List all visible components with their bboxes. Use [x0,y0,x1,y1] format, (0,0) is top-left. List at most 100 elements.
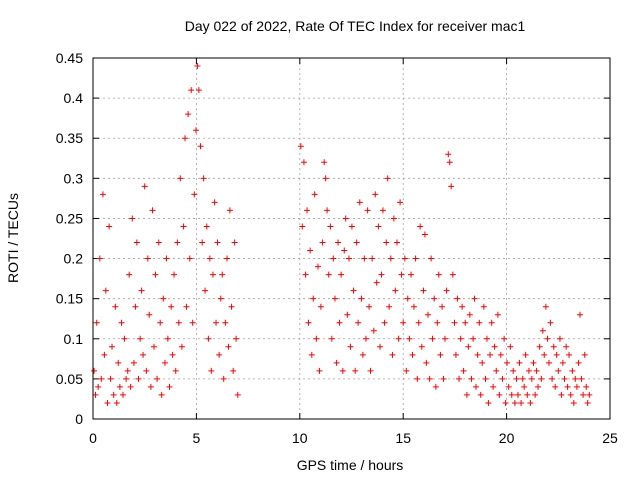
y-tick-label: 0.05 [56,371,83,387]
data-point [429,335,436,342]
data-point [347,343,354,350]
data-point [183,303,190,310]
data-point [457,335,464,342]
data-point [369,255,376,262]
data-point [373,279,380,286]
data-point [507,343,514,350]
x-tick-label: 20 [499,430,515,446]
data-point [216,351,223,358]
data-point [494,311,501,318]
data-point [317,303,324,310]
data-point [338,271,345,278]
data-point [348,223,355,230]
data-point [448,183,455,190]
data-point [101,351,108,358]
data-point [362,335,369,342]
data-point [564,383,571,390]
data-point [556,335,563,342]
data-point [364,207,371,214]
data-point [91,367,98,374]
data-point [504,359,511,366]
data-point [483,335,490,342]
data-point [206,255,213,262]
data-point [586,391,593,398]
x-tick-label: 25 [602,430,618,446]
data-point [409,351,416,358]
data-point [200,175,207,182]
data-point [516,359,523,366]
data-point [550,343,557,350]
data-point [308,351,315,358]
data-point [471,295,478,302]
data-point [158,391,165,398]
data-point [331,295,338,302]
data-point [333,359,340,366]
data-point [154,375,161,382]
data-point [355,319,362,326]
data-point [384,175,391,182]
data-point [397,199,404,206]
data-point [356,199,363,206]
data-point [398,271,405,278]
data-point [435,271,442,278]
data-point [575,359,582,366]
tick-labels: 0 5 10 15 20 25 0 0.05 0.1 0.15 0.2 0.25 0.3 0.35 0.4 0… [56,50,618,446]
y-tick-label: 0.25 [56,210,83,226]
data-point [115,359,122,366]
data-point [112,303,119,310]
data-point [456,375,463,382]
data-point [539,327,546,334]
data-point [192,127,199,134]
data-point [408,271,415,278]
data-point [558,391,565,398]
data-point [401,255,408,262]
data-point [319,239,326,246]
data-point [451,319,458,326]
data-point [213,319,220,326]
y-axis-label: ROTI / TECUs [5,193,21,283]
data-point [477,391,484,398]
data-point [443,287,450,294]
data-point [392,287,399,294]
data-point [387,255,394,262]
data-point [130,359,137,366]
data-point [327,223,334,230]
data-point [480,303,487,310]
data-point [99,191,106,198]
data-point [231,239,238,246]
data-point [525,367,532,374]
data-point [470,335,477,342]
data-point [502,399,509,406]
data-point [135,375,142,382]
data-point [188,87,195,94]
data-point [161,359,168,366]
data-point [214,239,221,246]
data-point [325,271,332,278]
data-point [314,263,321,270]
data-point [328,335,335,342]
data-point [202,287,209,294]
data-point [304,207,311,214]
data-point [393,239,400,246]
data-point [182,135,189,142]
data-point [342,215,349,222]
data-point [533,367,540,374]
data-point [410,303,417,310]
data-point [164,335,171,342]
data-point [133,239,140,246]
data-point [439,303,446,310]
data-point [383,239,390,246]
data-point [415,319,422,326]
data-point [311,191,318,198]
data-point [552,383,559,390]
data-point [310,295,317,302]
data-point [126,271,133,278]
data-point [479,359,486,366]
plot-frame [92,57,611,420]
data-point [532,391,539,398]
data-point [499,375,506,382]
data-point [426,375,433,382]
data-point [386,303,393,310]
data-point [104,399,111,406]
y-tick-label: 0.15 [56,291,83,307]
